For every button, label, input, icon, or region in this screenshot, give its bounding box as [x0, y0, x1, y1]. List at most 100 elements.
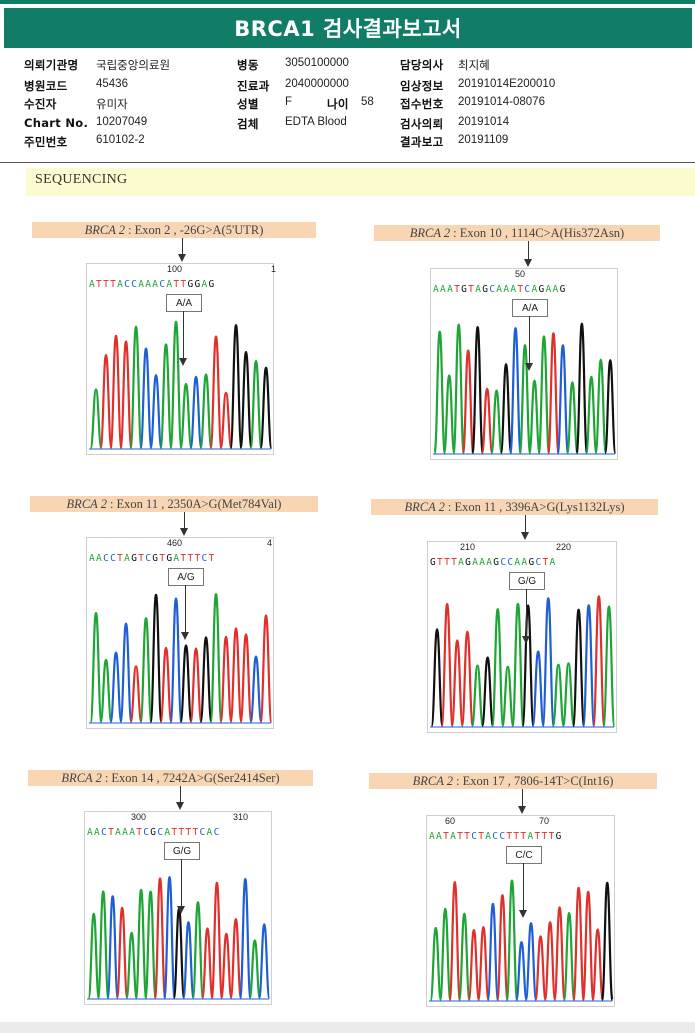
base-letter: G — [461, 284, 469, 295]
base-letter: A — [527, 831, 535, 842]
trace-peak — [99, 354, 113, 450]
info-label: 수진자 — [24, 97, 57, 111]
base-letter: C — [124, 279, 132, 290]
trace-peak — [480, 656, 495, 728]
base-letter: A — [164, 827, 172, 838]
gene-name: BRCA 2 — [66, 496, 107, 511]
info-value: 20191109 — [458, 134, 509, 146]
trace-peak — [119, 340, 133, 450]
variant-detail: : Exon 2 , -26G>A(5'UTR) — [128, 222, 264, 237]
trace-peak — [480, 387, 494, 455]
marker-arrow-line — [185, 585, 186, 633]
base-letter: T — [185, 827, 193, 838]
trace-peak — [129, 665, 143, 724]
trace-peak — [592, 595, 606, 728]
trace-plot — [89, 320, 273, 450]
base-letter: G — [194, 279, 202, 290]
base-letter: C — [145, 553, 153, 564]
arrow-down-icon — [180, 528, 188, 536]
trace-peak — [477, 926, 490, 1002]
trace-peak — [515, 941, 528, 1002]
trace-peak — [229, 917, 243, 1000]
info-label: 진료과 — [237, 79, 270, 93]
trace-peak — [87, 912, 101, 1000]
base-letter: C — [489, 284, 497, 295]
trace-peak — [239, 350, 253, 450]
position-number: 300 — [131, 812, 147, 822]
base-letter: T — [138, 553, 146, 564]
base-letter: A — [475, 284, 483, 295]
trace-peak — [572, 886, 585, 1002]
trace-peak — [496, 894, 509, 1002]
base-letter: C — [535, 557, 543, 568]
info-value: 45436 — [96, 78, 128, 90]
trace-peak — [433, 330, 447, 455]
variant-label: BRCA 2: Exon 2 , -26G>A(5'UTR) — [32, 222, 316, 238]
base-letter: G — [465, 557, 473, 568]
base-letter: T — [464, 831, 472, 842]
base-letter: C — [101, 827, 109, 838]
base-letter: T — [159, 553, 167, 564]
base-letter: T — [457, 831, 465, 842]
base-sequence: AACCTAGTCGTGATTTCT — [89, 553, 271, 564]
base-sequence: ATTTACCAAACATTGGAG — [89, 279, 271, 290]
base-letter: T — [443, 831, 451, 842]
base-letter: T — [541, 831, 549, 842]
arrow-down-icon — [519, 910, 527, 918]
trace-peak — [509, 327, 522, 455]
trace-peak — [153, 877, 167, 1000]
trace-peak — [591, 928, 605, 1002]
trace-peak — [537, 335, 551, 455]
base-letter: C — [103, 553, 111, 564]
base-letter: A — [531, 284, 539, 295]
base-letter: A — [486, 557, 494, 568]
base-letter: A — [549, 557, 557, 568]
arrow-down-icon — [179, 358, 187, 366]
position-number: 60 — [445, 816, 456, 826]
position-number: 50 — [515, 269, 526, 279]
gene-name: BRCA 2 — [412, 773, 453, 788]
base-letter: G — [559, 284, 567, 295]
gene-name: BRCA 2 — [404, 499, 445, 514]
trace-peak — [189, 647, 203, 724]
info-label: 검체 — [237, 117, 259, 131]
base-letter: A — [138, 279, 146, 290]
trace-peak — [209, 335, 223, 450]
base-letter: T — [194, 553, 202, 564]
chromatogram: 300 310 AACTAAATCGCATTTTCAC G/G — [84, 811, 272, 1005]
base-letter: C — [199, 827, 207, 838]
trace-peak — [248, 939, 262, 1000]
trace-peak — [182, 921, 195, 1000]
trace-peak — [582, 604, 596, 728]
base-letter: A — [89, 553, 97, 564]
trace-peak — [199, 373, 213, 450]
trace-peak — [96, 890, 110, 1000]
variant-detail: : Exon 11 , 3396A>G(Lys1132Lys) — [447, 499, 625, 514]
info-value: 3050100000 — [285, 57, 349, 69]
trace-peak — [551, 663, 566, 728]
section-bar — [26, 168, 695, 196]
base-letter: C — [159, 279, 167, 290]
base-letter: G — [555, 831, 563, 842]
label-arrow-line — [522, 789, 523, 807]
trace-peak — [521, 604, 535, 728]
base-letter: T — [180, 279, 188, 290]
base-letter: T — [468, 284, 476, 295]
trace-peak — [452, 323, 465, 455]
info-value: 610102-2 — [96, 134, 145, 146]
variant-label: BRCA 2: Exon 11 , 2350A>G(Met784Val) — [30, 496, 318, 512]
base-letter: A — [94, 827, 102, 838]
top-accent-line — [0, 0, 695, 4]
info-value: 20191014-08076 — [458, 96, 545, 108]
gene-name: BRCA 2 — [84, 222, 126, 237]
base-letter: A — [429, 831, 437, 842]
trace-peak — [543, 921, 557, 1002]
base-letter: C — [499, 831, 507, 842]
base-letter: T — [517, 284, 525, 295]
base-letter: A — [503, 284, 511, 295]
info-value: F — [285, 96, 293, 108]
trace-peak — [249, 655, 263, 724]
trace-peak — [575, 322, 589, 455]
trace-plot — [430, 595, 616, 728]
trace-peak — [239, 633, 253, 724]
